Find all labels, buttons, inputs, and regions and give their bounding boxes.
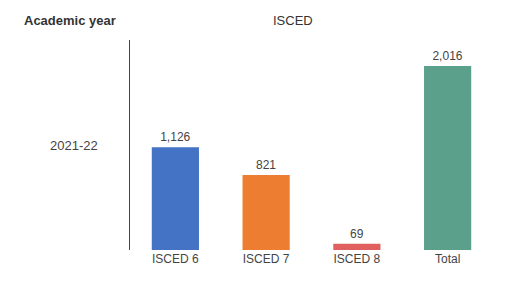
- svg-text:2,016: 2,016: [432, 49, 462, 63]
- svg-text:2021-22: 2021-22: [50, 138, 98, 153]
- svg-text:69: 69: [350, 227, 364, 241]
- svg-text:821: 821: [256, 158, 276, 172]
- svg-text:Total: Total: [435, 252, 460, 266]
- svg-text:ISCED: ISCED: [273, 13, 313, 28]
- svg-text:ISCED 8: ISCED 8: [334, 252, 381, 266]
- svg-text:ISCED 7: ISCED 7: [243, 252, 290, 266]
- svg-text:1,126: 1,126: [160, 130, 190, 144]
- svg-text:ISCED 6: ISCED 6: [152, 252, 199, 266]
- svg-text:Academic year: Academic year: [24, 13, 116, 28]
